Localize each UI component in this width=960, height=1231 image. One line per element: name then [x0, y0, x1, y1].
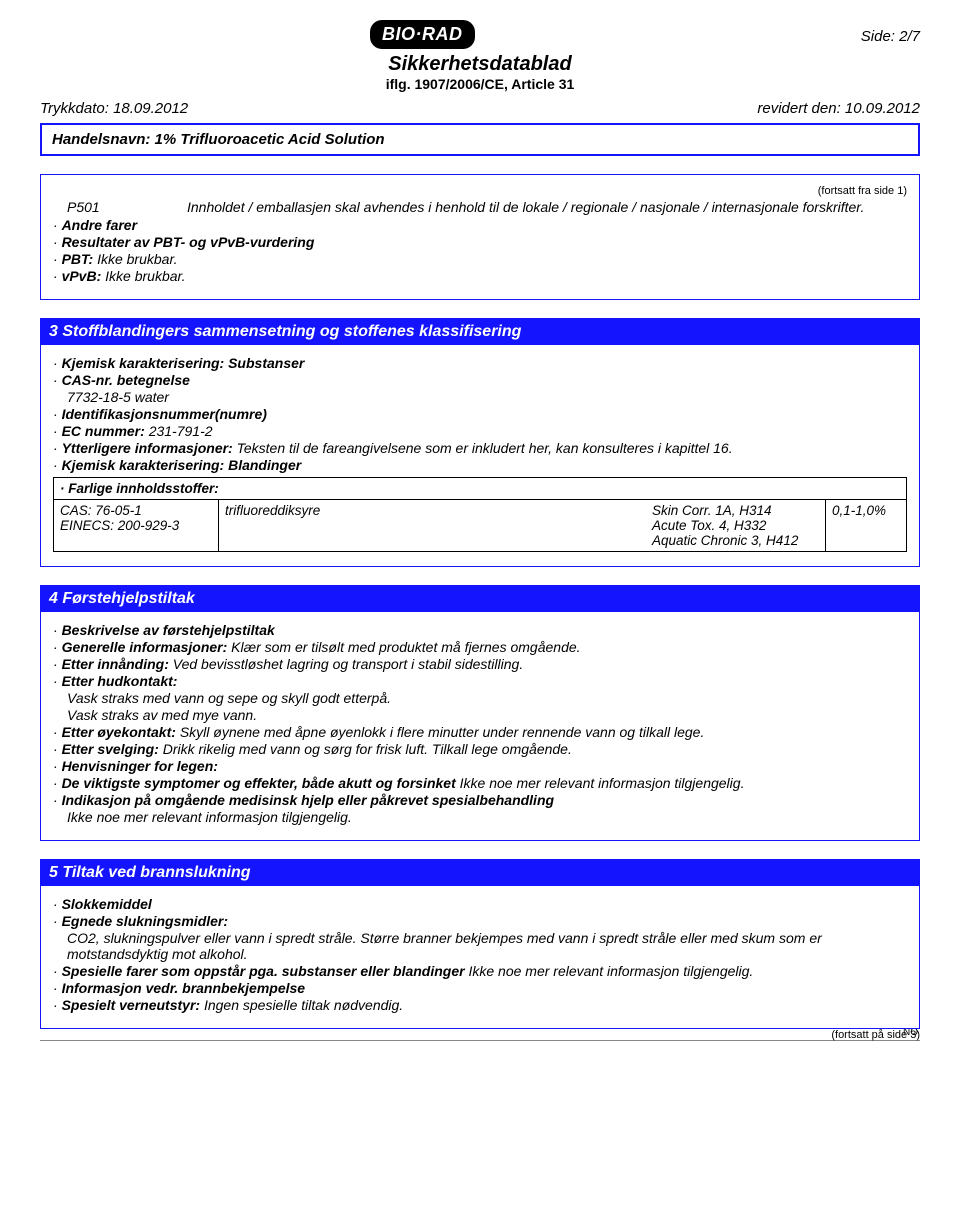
skin-advice-2: Vask straks av med mye vann. — [67, 707, 907, 723]
after-eye-contact-value: Skyll øynene med åpne øyenlokk i flere m… — [180, 724, 705, 740]
after-inhalation-label: Etter innånding: — [62, 656, 169, 672]
hazard-line-2: Acute Tox. 4, H332 — [652, 518, 819, 533]
document-subtitle: iflg. 1907/2006/CE, Article 31 — [40, 76, 920, 92]
vpvb-label: vPvB: — [62, 268, 102, 284]
continued-from: (fortsatt fra side 1) — [53, 185, 907, 197]
medical-indication-value: Ikke noe mer relevant informasjon tilgje… — [67, 809, 907, 825]
section-3: 3 Stoffblandingers sammensetning og stof… — [40, 318, 920, 567]
first-aid-description-label: Beskrivelse av førstehjelpstiltak — [62, 622, 275, 638]
trade-name-box: Handelsnavn: 1% Trifluoroacetic Acid Sol… — [40, 123, 920, 156]
ec-number-label: EC nummer: — [62, 423, 145, 439]
further-info-value: Teksten til de fareangivelsene som er in… — [237, 440, 733, 456]
hazard-line-3: Aquatic Chronic 3, H412 — [652, 533, 819, 548]
meta-dates: Trykkdato: 18.09.2012 revidert den: 10.0… — [40, 100, 920, 117]
symptoms-label: De viktigste symptomer og effekter, både… — [62, 775, 456, 791]
symptoms-value: Ikke noe mer relevant informasjon tilgje… — [460, 775, 745, 791]
vpvb-value: Ikke brukbar. — [105, 268, 185, 284]
ingredient-einecs: EINECS: 200-929-3 — [60, 518, 212, 533]
after-skin-contact-label: Etter hudkontakt: — [62, 673, 178, 689]
further-info-label: Ytterligere informasjoner: — [62, 440, 233, 456]
suitable-agents-value: CO2, slukningspulver eller vann i spredt… — [67, 930, 907, 962]
identification-numbers-label: Identifikasjonsnummer(numre) — [62, 406, 267, 422]
section-2-continuation: (fortsatt fra side 1) P501 Innholdet / e… — [40, 174, 920, 300]
cas-designation-label: CAS-nr. betegnelse — [62, 372, 190, 388]
section-3-heading: 3 Stoffblandingers sammensetning og stof… — [41, 319, 919, 345]
ingredient-cas: CAS: 76-05-1 — [60, 503, 212, 518]
firefighting-info-label: Informasjon vedr. brannbekjempelse — [62, 980, 306, 996]
document-title: Sikkerhetsdatablad — [40, 53, 920, 76]
protective-equipment-label: Spesielt verneutstyr: — [62, 997, 201, 1013]
section-5-heading: 5 Tiltak ved brannslukning — [41, 860, 919, 886]
physician-info-label: Henvisninger for legen: — [62, 758, 218, 774]
document-header: Side: 2/7 BIO·RAD Sikkerhetsdatablad ifl… — [40, 20, 920, 92]
after-eye-contact-label: Etter øyekontakt: — [62, 724, 176, 740]
brand-logo: BIO·RAD — [370, 20, 475, 49]
chemical-characterization-substances: Kjemisk karakterisering: Substanser — [62, 355, 305, 371]
pbt-value: Ikke brukbar. — [97, 251, 177, 267]
p501-text: Innholdet / emballasjen skal avhendes i … — [187, 199, 864, 215]
pbt-label: PBT: — [62, 251, 94, 267]
extinguishing-media-label: Slokkemiddel — [62, 896, 152, 912]
general-info-label: Generelle informasjoner: — [62, 639, 228, 655]
medical-indication-label: Indikasjon på omgående medisinsk hjelp e… — [62, 792, 555, 808]
chemical-characterization-mixtures: Kjemisk karakterisering: Blandinger — [62, 457, 302, 473]
protective-equipment-value: Ingen spesielle tiltak nødvendig. — [204, 997, 403, 1013]
section-4-heading: 4 Førstehjelpstiltak — [41, 586, 919, 612]
suitable-agents-label: Egnede slukningsmidler: — [62, 913, 228, 929]
special-hazards-value: Ikke noe mer relevant informasjon tilgje… — [468, 963, 753, 979]
hazardous-ingredients-table: · Farlige innholdsstoffer: CAS: 76-05-1 … — [53, 477, 907, 552]
after-swallowing-value: Drikk rikelig med vann og sørg for frisk… — [163, 741, 572, 757]
pbt-vpvb-assessment-label: Resultater av PBT- og vPvB-vurdering — [62, 234, 315, 250]
after-swallowing-label: Etter svelging: — [62, 741, 159, 757]
print-date: Trykkdato: 18.09.2012 — [40, 100, 188, 117]
section-4: 4 Førstehjelpstiltak · Beskrivelse av fø… — [40, 585, 920, 841]
other-hazards-label: Andre farer — [62, 217, 137, 233]
general-info-value: Klær som er tilsølt med produktet må fje… — [231, 639, 580, 655]
ec-number-value: 231-791-2 — [149, 423, 213, 439]
revised-date: revidert den: 10.09.2012 — [757, 100, 920, 117]
continued-on: (fortsatt på side 3) — [40, 1029, 920, 1041]
special-hazards-label: Spesielle farer som oppstår pga. substan… — [62, 963, 465, 979]
ingredient-percentage: 0,1-1,0% — [826, 500, 906, 551]
section-5: 5 Tiltak ved brannslukning · Slokkemidde… — [40, 859, 920, 1029]
page-number: Side: 2/7 — [861, 28, 920, 45]
table-row: CAS: 76-05-1 EINECS: 200-929-3 trifluore… — [54, 500, 906, 551]
hazard-line-1: Skin Corr. 1A, H314 — [652, 503, 819, 518]
cas-value: 7732-18-5 water — [67, 389, 907, 405]
skin-advice-1: Vask straks med vann og sepe og skyll go… — [67, 690, 907, 706]
after-inhalation-value: Ved bevisstløshet lagring og transport i… — [173, 656, 523, 672]
ingredient-name: trifluoreddiksyre — [219, 500, 646, 551]
p501-code: P501 — [67, 199, 187, 215]
ingredients-table-header: Farlige innholdsstoffer: — [68, 481, 219, 496]
